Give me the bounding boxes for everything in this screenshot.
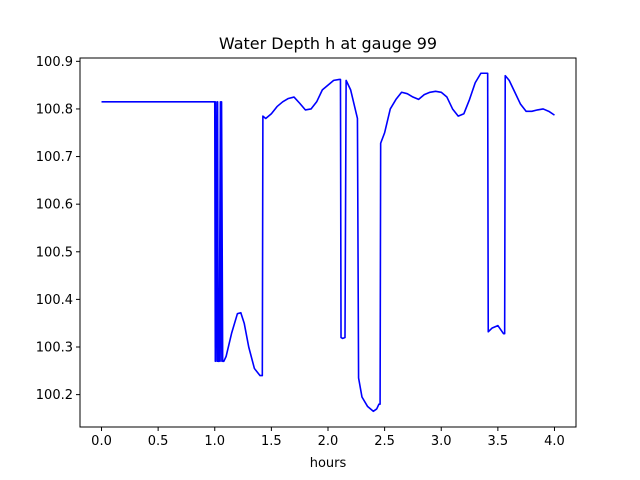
- x-tick-label: 2.0: [318, 434, 339, 449]
- x-tick-label: 3.5: [488, 434, 509, 449]
- x-axis-label: hours: [310, 456, 347, 471]
- x-tick-label: 4.0: [544, 434, 565, 449]
- x-tick-label: 0.5: [148, 434, 169, 449]
- y-tick-label: 100.6: [36, 198, 73, 213]
- y-tick-label: 100.7: [36, 150, 73, 165]
- y-tick-label: 100.2: [36, 388, 73, 403]
- series-line-water-depth: [101, 72, 555, 413]
- y-tick-label: 100.9: [36, 55, 73, 70]
- x-axis: 0.0 0.5 1.0 1.5 2.0 2.5 3.0 3.5 4.0: [91, 427, 565, 449]
- y-tick-label: 100.3: [36, 341, 73, 356]
- y-tick-label: 100.8: [36, 102, 73, 117]
- x-tick-label: 1.5: [261, 434, 282, 449]
- y-axis: 100.2 100.3 100.4 100.5 100.6 100.7 100.8 100.9: [36, 55, 80, 403]
- y-tick-label: 100.4: [36, 293, 73, 308]
- x-tick-label: 2.5: [374, 434, 395, 449]
- chart-title: Water Depth h at gauge 99: [219, 34, 437, 53]
- x-tick-label: 3.0: [431, 434, 452, 449]
- y-tick-label: 100.5: [36, 245, 73, 260]
- x-tick-label: 0.0: [91, 434, 112, 449]
- x-tick-label: 1.0: [204, 434, 225, 449]
